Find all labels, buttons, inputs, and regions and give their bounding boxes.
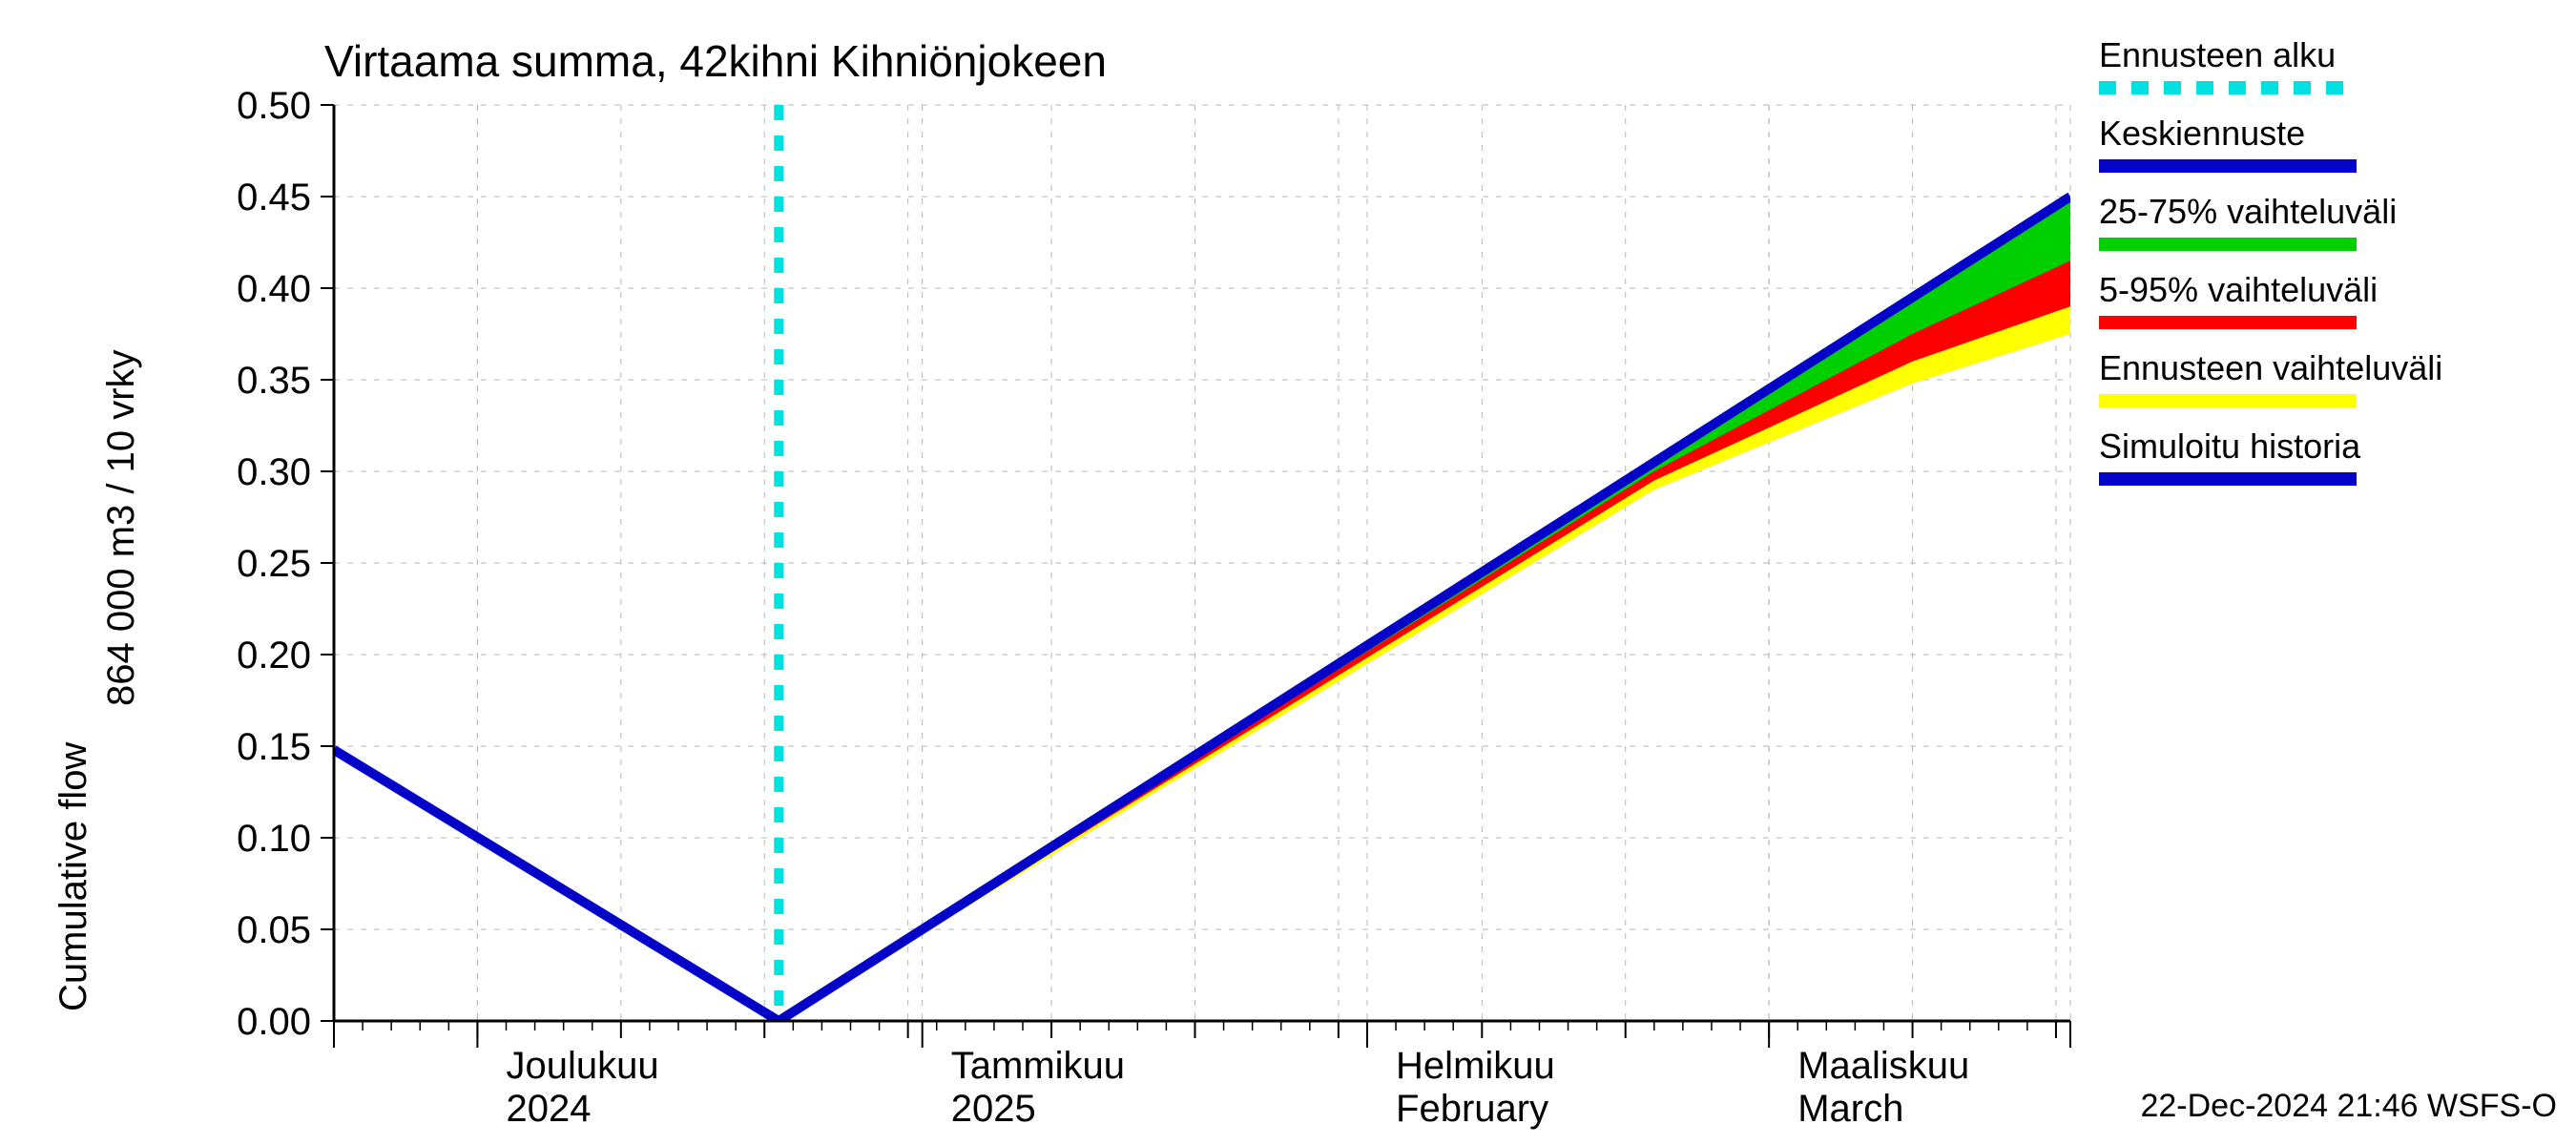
y-tick-label: 0.05 <box>237 909 311 951</box>
y-tick-label: 0.20 <box>237 635 311 677</box>
x-month-sublabel: February <box>1396 1088 1548 1130</box>
x-month-label: Joulukuu <box>506 1045 658 1087</box>
legend-label: Ennusteen vaihteluväli <box>2099 348 2442 387</box>
y-tick-label: 0.25 <box>237 543 311 585</box>
y-tick-label: 0.35 <box>237 360 311 402</box>
legend-label: 25-75% vaihteluväli <box>2099 192 2397 231</box>
legend-label: Keskiennuste <box>2099 114 2305 153</box>
y-tick-label: 0.40 <box>237 268 311 310</box>
y-tick-label: 0.30 <box>237 451 311 493</box>
chart-title: Virtaama summa, 42kihni Kihniönjokeen <box>324 36 1107 86</box>
x-month-sublabel: March <box>1797 1088 1903 1130</box>
y-tick-label: 0.00 <box>237 1001 311 1043</box>
y-axis-label-1: Cumulative flow <box>52 742 94 1011</box>
y-tick-label: 0.45 <box>237 177 311 219</box>
y-axis-label-2: 864 000 m3 / 10 vrky <box>100 349 142 706</box>
x-month-sublabel: 2024 <box>506 1088 591 1130</box>
chart-svg: 0.00 0.05 0.10 0.15 0.20 0.25 0.30 0.35 0.40 0.45… <box>0 0 2576 1145</box>
x-month-label: Helmikuu <box>1396 1045 1555 1087</box>
y-tick-label: 0.50 <box>237 85 311 127</box>
y-tick-label: 0.15 <box>237 726 311 768</box>
flow-forecast-chart: 0.00 0.05 0.10 0.15 0.20 0.25 0.30 0.35 0.40 0.45… <box>0 0 2576 1145</box>
chart-footer: 22-Dec-2024 21:46 WSFS-O <box>2140 1088 2557 1124</box>
x-month-label: Maaliskuu <box>1797 1045 1969 1087</box>
legend-label: Ennusteen alku <box>2099 35 2336 74</box>
x-month-sublabel: 2025 <box>951 1088 1036 1130</box>
legend-label: Simuloitu historia <box>2099 427 2361 466</box>
y-tick-label: 0.10 <box>237 818 311 860</box>
x-month-label: Tammikuu <box>951 1045 1125 1087</box>
legend-label: 5-95% vaihteluväli <box>2099 270 2378 309</box>
